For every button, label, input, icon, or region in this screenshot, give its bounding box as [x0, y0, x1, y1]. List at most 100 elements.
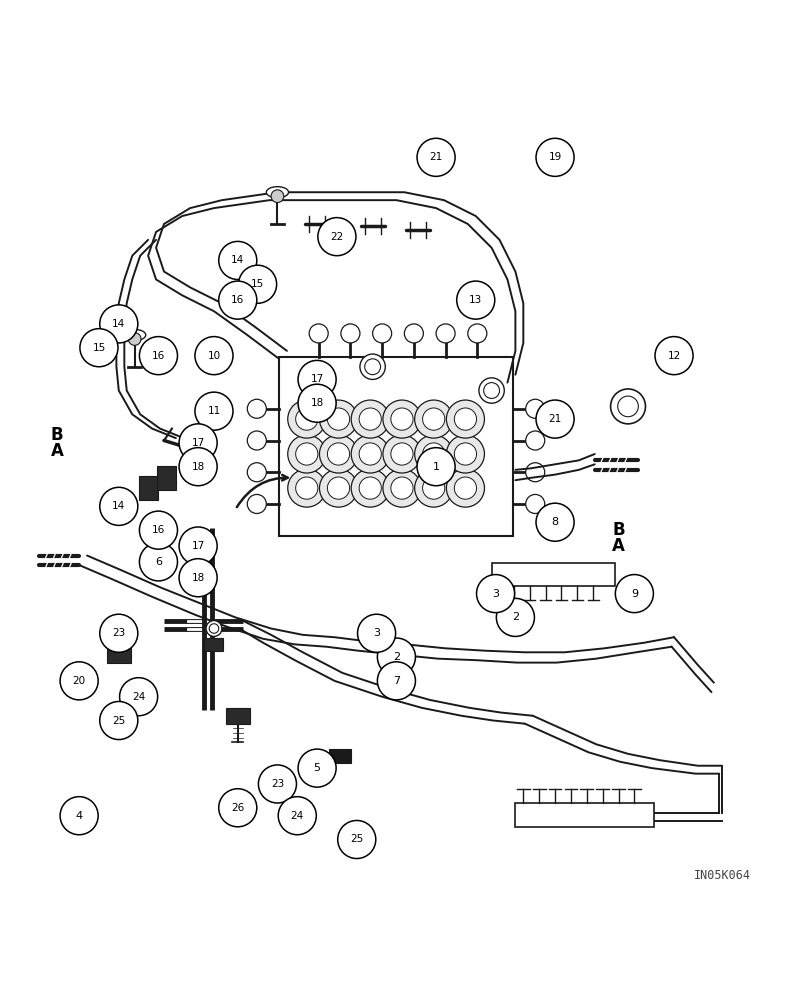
Text: 26: 26	[231, 803, 244, 813]
Circle shape	[525, 399, 544, 418]
Circle shape	[655, 337, 693, 375]
Text: 17: 17	[192, 438, 205, 448]
Circle shape	[100, 305, 138, 343]
Circle shape	[359, 477, 381, 499]
Text: 1: 1	[432, 462, 439, 472]
Circle shape	[360, 354, 385, 379]
Circle shape	[196, 565, 212, 581]
Text: 18: 18	[192, 573, 205, 583]
Circle shape	[391, 477, 413, 499]
Text: 13: 13	[469, 295, 482, 305]
Ellipse shape	[123, 329, 146, 341]
Circle shape	[338, 820, 376, 859]
Circle shape	[298, 384, 336, 422]
FancyBboxPatch shape	[205, 638, 224, 651]
Circle shape	[415, 435, 453, 473]
Circle shape	[219, 789, 257, 827]
FancyBboxPatch shape	[329, 749, 351, 763]
FancyBboxPatch shape	[157, 466, 176, 490]
Circle shape	[447, 469, 485, 507]
Circle shape	[423, 408, 445, 430]
Text: 16: 16	[152, 351, 165, 361]
Circle shape	[319, 469, 357, 507]
Text: IN05K064: IN05K064	[694, 869, 751, 882]
Circle shape	[80, 329, 118, 367]
Circle shape	[287, 469, 326, 507]
Text: 8: 8	[552, 517, 559, 527]
Circle shape	[351, 435, 389, 473]
Bar	[279, 357, 513, 536]
Circle shape	[536, 503, 574, 541]
Ellipse shape	[267, 187, 288, 198]
Text: 21: 21	[430, 152, 443, 162]
Circle shape	[259, 765, 296, 803]
Circle shape	[295, 443, 318, 465]
Circle shape	[536, 400, 574, 438]
Circle shape	[479, 378, 505, 403]
Text: 25: 25	[112, 716, 126, 726]
Circle shape	[139, 543, 178, 581]
Circle shape	[404, 324, 423, 343]
Text: 7: 7	[393, 676, 400, 686]
Text: 6: 6	[155, 557, 162, 567]
Circle shape	[319, 435, 357, 473]
Text: 10: 10	[208, 351, 220, 361]
Circle shape	[383, 435, 421, 473]
Circle shape	[295, 408, 318, 430]
FancyBboxPatch shape	[107, 647, 131, 663]
Text: 23: 23	[271, 779, 284, 789]
Bar	[515, 803, 654, 827]
Text: A: A	[50, 442, 64, 460]
Circle shape	[525, 494, 544, 513]
Circle shape	[468, 324, 487, 343]
Circle shape	[248, 494, 267, 513]
Text: 21: 21	[548, 414, 562, 424]
Text: 12: 12	[667, 351, 681, 361]
Circle shape	[195, 337, 233, 375]
Circle shape	[417, 138, 455, 176]
Circle shape	[279, 797, 316, 835]
Circle shape	[436, 324, 455, 343]
Text: 3: 3	[492, 589, 499, 599]
Text: 16: 16	[231, 295, 244, 305]
Text: 25: 25	[350, 834, 364, 844]
Text: 18: 18	[310, 398, 324, 408]
Circle shape	[615, 575, 654, 613]
Circle shape	[373, 324, 392, 343]
Circle shape	[298, 749, 336, 787]
Text: A: A	[612, 537, 625, 555]
Circle shape	[287, 400, 326, 438]
Circle shape	[60, 797, 98, 835]
Text: B: B	[612, 521, 625, 539]
Circle shape	[383, 469, 421, 507]
Circle shape	[119, 678, 158, 716]
Circle shape	[195, 392, 233, 430]
Circle shape	[298, 360, 336, 398]
Circle shape	[415, 400, 453, 438]
Text: 5: 5	[314, 763, 321, 773]
Circle shape	[271, 190, 284, 203]
Circle shape	[447, 435, 485, 473]
Circle shape	[287, 435, 326, 473]
Circle shape	[377, 662, 416, 700]
Circle shape	[536, 138, 574, 176]
Circle shape	[60, 662, 98, 700]
Circle shape	[179, 448, 217, 486]
Text: 24: 24	[132, 692, 145, 702]
Circle shape	[327, 443, 349, 465]
Circle shape	[415, 469, 453, 507]
Text: 24: 24	[291, 811, 304, 821]
Text: 15: 15	[251, 279, 264, 289]
Text: 14: 14	[112, 501, 126, 511]
Circle shape	[455, 408, 477, 430]
FancyBboxPatch shape	[139, 476, 158, 500]
Circle shape	[423, 443, 445, 465]
Circle shape	[351, 400, 389, 438]
Text: 9: 9	[630, 589, 638, 599]
Circle shape	[319, 400, 357, 438]
Text: 3: 3	[373, 628, 380, 638]
Circle shape	[377, 638, 416, 676]
Text: 14: 14	[112, 319, 126, 329]
Circle shape	[477, 575, 514, 613]
Text: 20: 20	[72, 676, 86, 686]
